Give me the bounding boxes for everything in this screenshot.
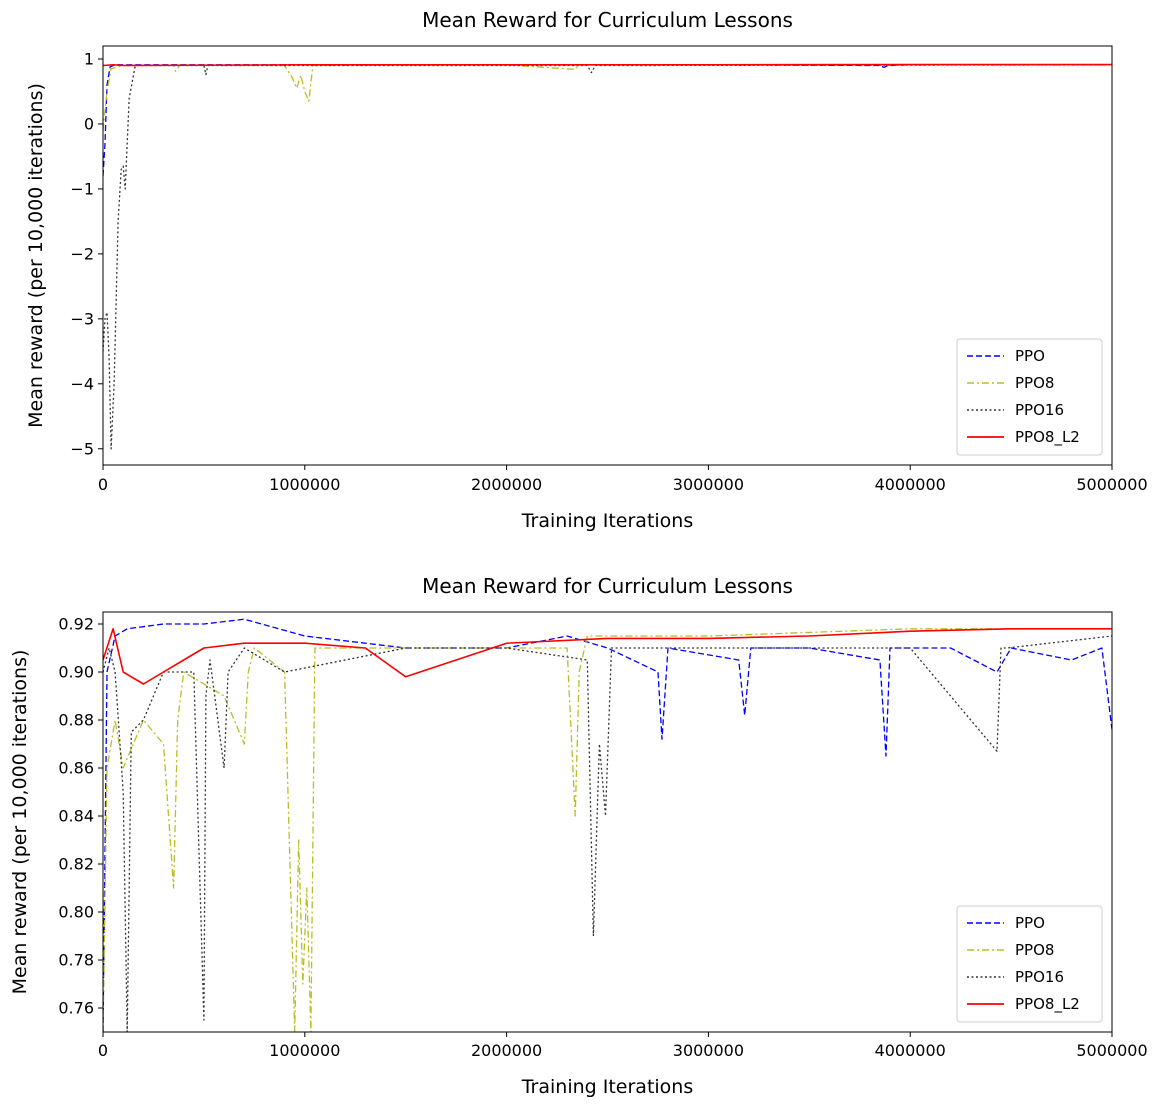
x-tick-label: 3000000 bbox=[673, 1041, 744, 1060]
y-tick-label: 0.86 bbox=[58, 759, 94, 778]
chart-1: Mean Reward for Curriculum Lessons Traini… bbox=[25, 8, 1148, 532]
legend: PPO PPO8 PPO16 PPO8_L2 bbox=[957, 339, 1102, 455]
y-tick-label: 0.90 bbox=[58, 663, 94, 682]
series-line-ppo8 bbox=[103, 65, 1112, 131]
x-tick-label: 5000000 bbox=[1076, 1041, 1147, 1060]
series-line-ppo8-l2 bbox=[103, 629, 1112, 684]
y-tick-label: −4 bbox=[70, 374, 94, 393]
x-tick-label: 4000000 bbox=[875, 475, 946, 494]
y-tick-label: 0 bbox=[84, 114, 94, 133]
y-axis-label: Mean reward (per 10,000 iterations) bbox=[9, 650, 31, 995]
y-tick-label: 0.78 bbox=[58, 951, 94, 970]
legend-label: PPO bbox=[1015, 914, 1045, 932]
legend-label: PPO8_L2 bbox=[1015, 995, 1080, 1014]
legend-label: PPO8_L2 bbox=[1015, 428, 1080, 447]
x-tick-label: 2000000 bbox=[471, 1041, 542, 1060]
x-tick-label: 3000000 bbox=[673, 475, 744, 494]
legend: PPO PPO8 PPO16 PPO8_L2 bbox=[957, 906, 1102, 1022]
legend-label: PPO16 bbox=[1015, 968, 1064, 986]
chart-2: Mean Reward for Curriculum Lessons Traini… bbox=[9, 574, 1148, 1098]
chart-title: Mean Reward for Curriculum Lessons bbox=[422, 8, 793, 32]
x-tick-label: 1000000 bbox=[269, 1041, 340, 1060]
y-tick-label: 0.82 bbox=[58, 855, 94, 874]
x-tick-label: 4000000 bbox=[875, 1041, 946, 1060]
y-tick-label: 0.84 bbox=[58, 807, 94, 826]
x-axis-label: Training Iterations bbox=[521, 510, 694, 532]
x-axis-label: Training Iterations bbox=[521, 1076, 694, 1098]
series-line-ppo bbox=[103, 65, 1112, 176]
y-tick-label: −2 bbox=[70, 244, 94, 263]
y-tick-label: 0.88 bbox=[58, 711, 94, 730]
y-tick-label: −1 bbox=[70, 179, 94, 198]
legend-label: PPO8 bbox=[1015, 374, 1054, 392]
x-tick-label: 2000000 bbox=[471, 475, 542, 494]
x-tick-label: 5000000 bbox=[1076, 475, 1147, 494]
x-tick-label: 1000000 bbox=[269, 475, 340, 494]
legend-label: PPO16 bbox=[1015, 401, 1064, 419]
chart-title: Mean Reward for Curriculum Lessons bbox=[422, 574, 793, 598]
y-tick-label: 1 bbox=[84, 49, 94, 68]
legend-label: PPO bbox=[1015, 347, 1045, 365]
y-tick-label: −5 bbox=[70, 439, 94, 458]
y-tick-label: 0.92 bbox=[58, 615, 94, 634]
y-tick-label: 0.76 bbox=[58, 999, 94, 1018]
x-tick-label: 0 bbox=[98, 1041, 108, 1060]
y-tick-label: 0.80 bbox=[58, 903, 94, 922]
y-tick-label: −3 bbox=[70, 309, 94, 328]
x-tick-label: 0 bbox=[98, 475, 108, 494]
legend-label: PPO8 bbox=[1015, 941, 1054, 959]
y-axis-label: Mean reward (per 10,000 iterations) bbox=[25, 83, 47, 428]
